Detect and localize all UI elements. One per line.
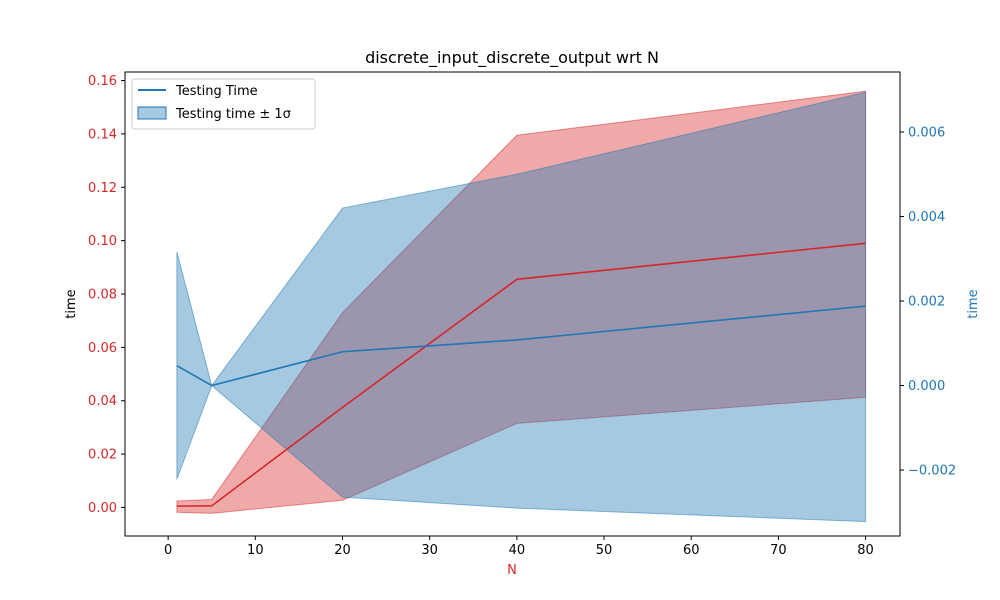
legend-label-testing-band: Testing time ± 1σ bbox=[175, 107, 291, 122]
series-2-band bbox=[176, 91, 867, 523]
bands-layer bbox=[176, 90, 867, 523]
right-y-tick-label: 0.000 bbox=[908, 379, 945, 394]
left-y-tick-label: 0.04 bbox=[88, 394, 117, 409]
axes-frame bbox=[124, 71, 901, 537]
x-tick-label: 0 bbox=[164, 543, 172, 558]
left-y-tick-label: 0.00 bbox=[88, 501, 117, 516]
left-y-tick-label: 0.06 bbox=[88, 341, 117, 356]
left-y-tick-label: 0.08 bbox=[88, 287, 117, 302]
x-tick-label: 60 bbox=[683, 543, 700, 558]
series-2-line bbox=[176, 305, 866, 387]
left-y-tick-label: 0.16 bbox=[88, 74, 117, 89]
right-y-tick-label: 0.002 bbox=[908, 295, 945, 310]
left-axis-ticks: 0.00 0.02 0.04 0.06 0.08 0.10 0.12 0.14 0.16 bbox=[88, 74, 125, 516]
left-y-tick-label: 0.12 bbox=[88, 181, 117, 196]
chart-title: discrete_input_discrete_output wrt N bbox=[365, 48, 659, 68]
x-tick-label: 50 bbox=[596, 543, 613, 558]
legend-box bbox=[131, 78, 316, 130]
lines-layer bbox=[176, 242, 866, 507]
x-tick-label: 70 bbox=[770, 543, 787, 558]
right-y-tick-label: 0.006 bbox=[908, 126, 945, 141]
x-tick-label: 30 bbox=[421, 543, 438, 558]
right-axis-label: time bbox=[966, 289, 981, 318]
x-tick-label: 80 bbox=[857, 543, 874, 558]
right-y-tick-label: −0.002 bbox=[908, 464, 956, 479]
x-tick-label: 20 bbox=[334, 543, 351, 558]
x-axis-label: N bbox=[507, 563, 517, 578]
left-y-tick-label: 0.10 bbox=[88, 234, 117, 249]
series-1-line bbox=[176, 242, 866, 507]
right-y-tick-label: 0.004 bbox=[908, 210, 945, 225]
legend-band-swatch bbox=[137, 106, 167, 120]
legend: Testing Time Testing time ± 1σ bbox=[131, 78, 316, 130]
left-axis-label: time bbox=[64, 289, 79, 318]
x-tick-label: 40 bbox=[509, 543, 526, 558]
left-y-tick-label: 0.02 bbox=[88, 448, 117, 463]
right-axis-ticks: −0.002 0.000 0.002 0.004 0.006 bbox=[900, 126, 956, 479]
legend-label-testing-time: Testing Time bbox=[175, 84, 258, 99]
left-y-tick-label: 0.14 bbox=[88, 127, 117, 142]
x-tick-label: 10 bbox=[247, 543, 264, 558]
x-axis-ticks: 0 10 20 30 40 50 60 70 80 bbox=[164, 536, 874, 558]
